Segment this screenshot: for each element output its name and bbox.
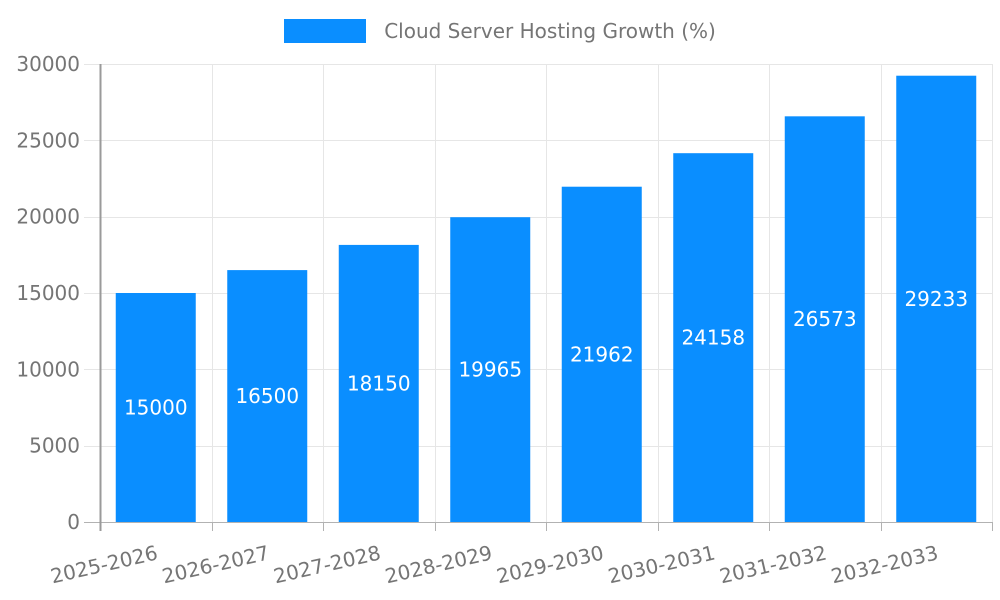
x-axis-tick-label: 2030-2031: [606, 540, 718, 588]
y-axis-tick-label: 5000: [29, 434, 80, 458]
bar-value-label: 21962: [570, 342, 634, 366]
x-axis-tick-label: 2031-2032: [717, 540, 829, 588]
x-axis-tick-label: 2027-2028: [271, 540, 383, 588]
y-axis-tick-label: 20000: [16, 205, 80, 229]
x-axis-tick-label: 2028-2029: [383, 540, 495, 588]
y-axis-tick-label: 30000: [16, 52, 80, 76]
y-axis-tick-label: 0: [67, 510, 80, 534]
bar-2025-2026[interactable]: [115, 293, 196, 522]
bar-2031-2032[interactable]: [784, 116, 865, 523]
x-axis-tick-label: 2026-2027: [160, 540, 272, 588]
bar-value-label: 16500: [235, 384, 299, 408]
x-axis-tick-label: 2025-2026: [48, 540, 160, 588]
bar-2032-2033[interactable]: [896, 75, 977, 522]
bar-value-label: 15000: [124, 396, 188, 420]
y-axis-tick-label: 25000: [16, 128, 80, 152]
bar-value-label: 19965: [458, 358, 522, 382]
legend[interactable]: Cloud Server Hosting Growth (%): [0, 19, 1000, 43]
bar-value-label: 26573: [793, 307, 857, 331]
bar-2027-2028[interactable]: [338, 244, 419, 522]
legend-swatch: [284, 19, 367, 43]
bar-2026-2027[interactable]: [227, 270, 308, 522]
y-axis-tick-label: 15000: [16, 281, 80, 305]
bar-2029-2030[interactable]: [561, 186, 642, 522]
bar-2028-2029[interactable]: [450, 217, 531, 523]
bar-value-label: 24158: [681, 326, 745, 350]
legend-label: Cloud Server Hosting Growth (%): [384, 19, 716, 43]
y-axis-tick-label: 10000: [16, 357, 80, 381]
bar-value-label: 29233: [904, 287, 968, 311]
bar-value-label: 18150: [347, 371, 411, 395]
bar-2030-2031[interactable]: [673, 153, 754, 522]
x-axis-tick-label: 2032-2033: [829, 540, 941, 588]
x-axis-tick-label: 2029-2030: [494, 540, 606, 588]
